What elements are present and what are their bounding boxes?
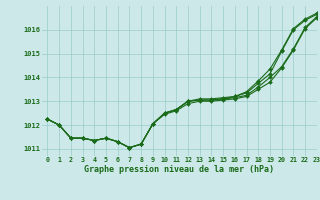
X-axis label: Graphe pression niveau de la mer (hPa): Graphe pression niveau de la mer (hPa) [84, 165, 274, 174]
